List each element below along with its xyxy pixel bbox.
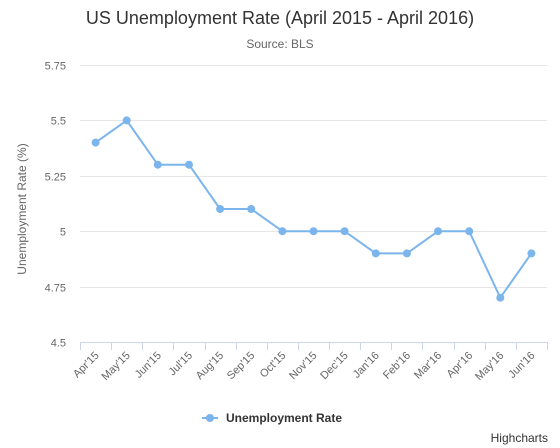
y-axis: 4.5 4.75 5 5.25 5.5 5.75 — [45, 61, 66, 350]
data-point[interactable] — [278, 227, 287, 236]
x-tick-label: Mar'16 — [412, 350, 444, 382]
data-point[interactable] — [340, 227, 349, 236]
x-tick-label: May'15 — [99, 350, 132, 383]
data-point[interactable] — [309, 227, 318, 236]
data-point[interactable] — [91, 138, 100, 147]
legend-marker — [206, 414, 214, 422]
x-tick-label: Oct'15 — [258, 350, 289, 381]
x-tick-label: Dec'15 — [318, 350, 350, 382]
series-line — [94, 119, 533, 299]
x-tick-label: Jul'15 — [167, 350, 196, 379]
x-tick-label: Sep'15 — [225, 350, 257, 382]
x-tick-label: Feb'16 — [381, 350, 413, 382]
credits-link[interactable]: Highcharts — [491, 431, 548, 445]
data-point[interactable] — [496, 293, 505, 302]
legend[interactable]: Unemployment Rate — [202, 411, 342, 425]
data-point[interactable] — [216, 205, 225, 213]
x-tick-label: Jun'15 — [133, 350, 164, 381]
x-tick-label: Nov'15 — [287, 350, 319, 382]
series-layer — [91, 116, 536, 302]
y-tick-label: 5 — [60, 227, 66, 239]
y-tick-label: 5.25 — [45, 172, 66, 184]
data-point[interactable] — [465, 227, 474, 236]
data-point[interactable] — [122, 116, 131, 125]
data-point[interactable] — [153, 160, 162, 169]
x-tick-label: May'16 — [473, 350, 506, 383]
y-tick-label: 5.5 — [51, 116, 66, 128]
data-point[interactable] — [185, 160, 193, 169]
x-tick-label: Apr'16 — [445, 350, 476, 381]
data-point[interactable] — [402, 249, 411, 258]
legend-item-unemployment-rate[interactable]: Unemployment Rate — [226, 411, 342, 425]
y-tick-label: 4.5 — [51, 338, 66, 350]
x-tick-label: Aug'15 — [194, 350, 226, 382]
y-axis-title: Unemployment Rate (%) — [15, 143, 29, 274]
y-tick-label: 4.75 — [45, 283, 66, 295]
chart-subtitle: Source: BLS — [246, 37, 313, 51]
x-tick-label: Jan'16 — [351, 350, 382, 381]
data-point[interactable] — [434, 227, 442, 236]
y-tick-label: 5.75 — [45, 61, 66, 73]
data-point[interactable] — [371, 249, 380, 258]
x-tick-label: Apr'15 — [71, 350, 102, 381]
data-point[interactable] — [527, 249, 536, 258]
x-tick-label: Jun'16 — [506, 350, 537, 381]
data-point[interactable] — [247, 205, 256, 213]
chart-title: US Unemployment Rate (April 2015 - April… — [86, 8, 474, 28]
grid-layer — [80, 65, 547, 288]
